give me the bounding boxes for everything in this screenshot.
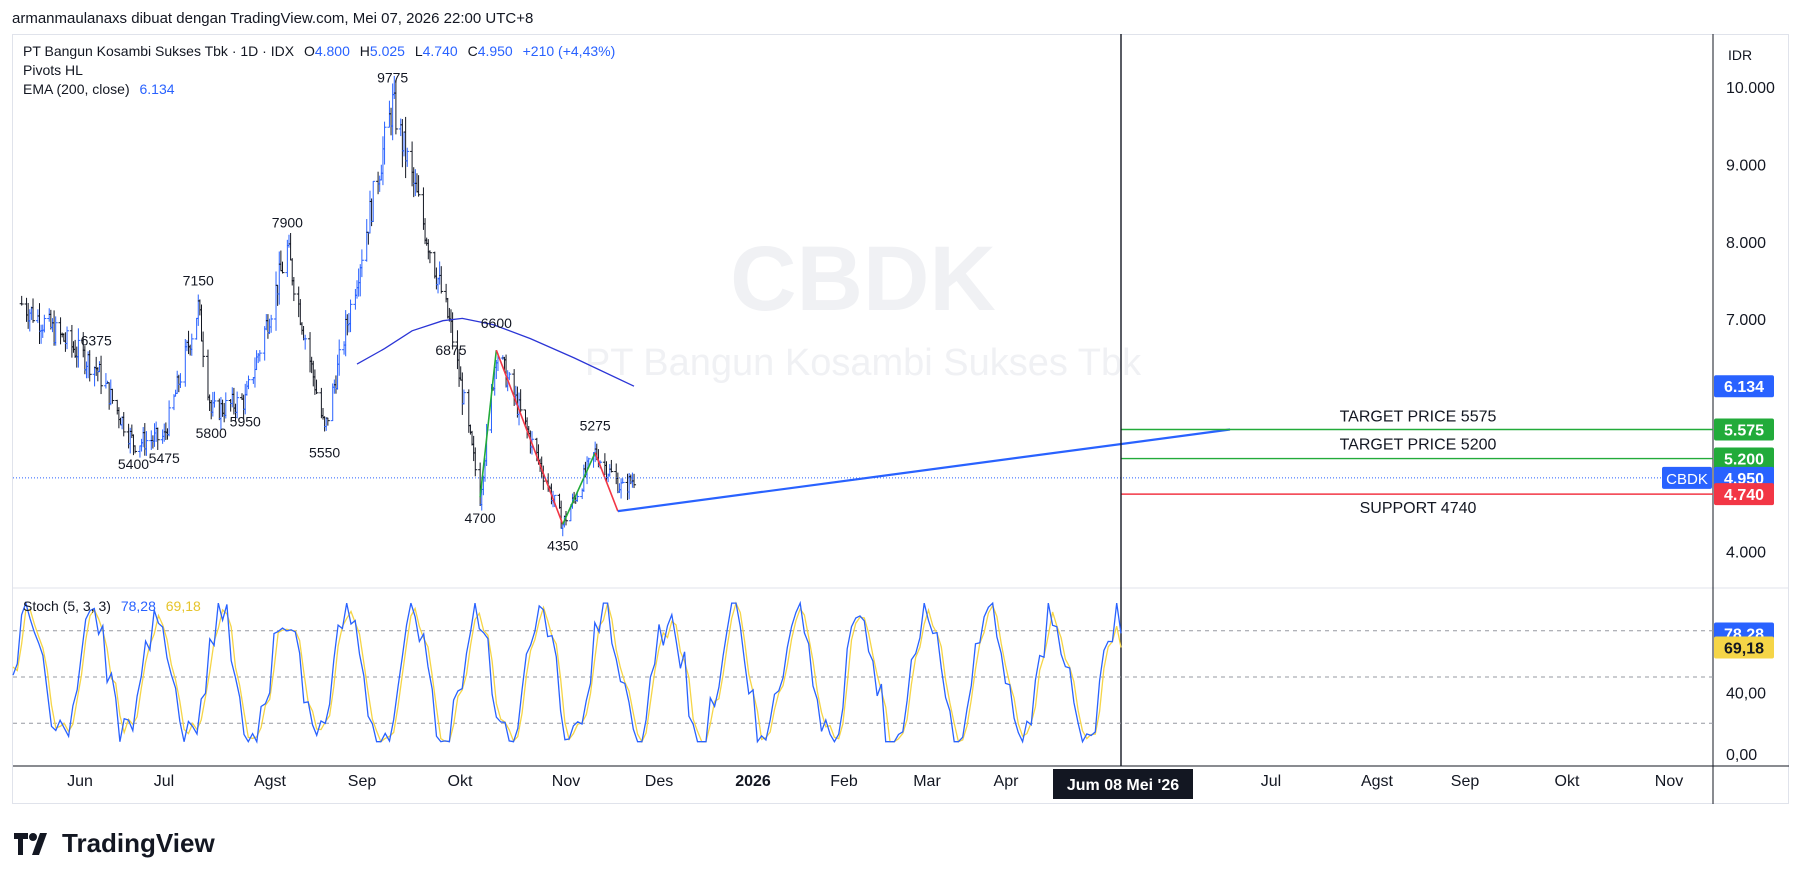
stoch-d-value: 69,18: [165, 598, 201, 614]
time-tick-label: Agst: [254, 773, 287, 790]
pivot-label: 5550: [309, 444, 340, 460]
time-tick-label: Mar: [913, 773, 941, 790]
target-5575-label: TARGET PRICE 5575: [1340, 408, 1497, 425]
ema-label: EMA (200, close): [23, 81, 130, 97]
chart-frame: [12, 34, 1789, 804]
ema-200-line: [356, 317, 635, 387]
low-label: L: [414, 43, 423, 59]
pivot-label: 4350: [547, 537, 578, 553]
change-value: +210 (+4,43%): [522, 43, 616, 59]
ticker-badge: [1662, 466, 1712, 489]
stoch-k-value: 78,28: [120, 598, 156, 614]
stoch-legend[interactable]: Stoch (5, 3, 3) 78,28 69,18: [23, 597, 201, 616]
pivot-label: 5800: [196, 425, 227, 441]
watermark-name: PT Bangun Kosambi Sukses Tbk: [585, 342, 1142, 384]
high-label: H: [359, 43, 370, 59]
stoch-d-badge-value: 69,18: [1724, 640, 1764, 657]
time-cursor-badge: [1053, 769, 1193, 799]
time-tick-label: Okt: [1555, 773, 1580, 790]
pivots-label: Pivots HL: [23, 62, 83, 78]
time-tick-label: Okt: [448, 773, 473, 790]
pivot-label: 5950: [230, 413, 261, 429]
support-4740-label: SUPPORT 4740: [1360, 500, 1477, 517]
tradingview-logo-icon: [14, 832, 54, 855]
price-tick-label: 9.000: [1726, 157, 1766, 174]
time-tick-label: Agst: [1361, 773, 1394, 790]
time-tick-label: Jul: [1261, 773, 1281, 790]
price-tick-label: 4.000: [1726, 544, 1766, 561]
pivot-label: 6375: [81, 333, 112, 349]
price-badge-value: 4.740: [1724, 487, 1764, 504]
price-badge: [1714, 447, 1774, 470]
time-tick-label: Sep: [348, 773, 377, 790]
price-tick-label: 10.000: [1726, 80, 1775, 97]
stoch-d-badge: [1714, 636, 1774, 659]
time-tick-label: Jul: [154, 773, 174, 790]
price-badge-value: 5.200: [1724, 452, 1764, 469]
price-badge: [1714, 418, 1774, 441]
pivot-label: 6875: [435, 342, 466, 358]
open-label: O: [303, 43, 315, 59]
price-badge-value: 6.134: [1724, 379, 1764, 396]
stoch-k-line: [12, 600, 1122, 744]
target-5200-label: TARGET PRICE 5200: [1340, 437, 1497, 454]
time-tick-label: Des: [645, 773, 673, 790]
pivot-label: 4700: [465, 510, 496, 526]
time-tick-label: Nov: [552, 773, 580, 790]
open-value: 4.800: [314, 43, 350, 59]
price-tick-label: 7.000: [1726, 312, 1766, 329]
tradingview-logo[interactable]: TradingView: [14, 828, 215, 859]
high-value: 5.025: [369, 43, 405, 59]
retrace-up-line: [562, 452, 596, 525]
price-badge: [1714, 483, 1774, 506]
ticker-badge-label: CBDK: [1666, 471, 1708, 488]
pivot-label: 7150: [183, 273, 214, 289]
symbol-title: PT Bangun Kosambi Sukses Tbk · 1D · IDX: [23, 43, 295, 59]
watermark-ticker: CBDK: [730, 228, 996, 330]
pivot-label: 5275: [580, 418, 611, 434]
currency-label: IDR: [1728, 47, 1752, 63]
time-tick-label: Sep: [1451, 773, 1480, 790]
chart-credit: armanmaulanaxs dibuat dengan TradingView…: [12, 10, 534, 27]
projection-trendline: [617, 428, 1231, 513]
price-badge: [1714, 375, 1774, 398]
retrace-down-line: [594, 452, 619, 512]
time-cursor-label: Jum 08 Mei '26: [1067, 777, 1179, 794]
impulse-up-line: [479, 350, 498, 498]
pivot-label: 9775: [377, 69, 408, 85]
time-tick-label: 2026: [735, 773, 771, 790]
pivot-label: 5400: [118, 456, 149, 472]
impulse-down-line: [495, 349, 564, 525]
time-tick-label: Apr: [994, 773, 1020, 790]
close-label: C: [467, 43, 478, 59]
close-value: 4.950: [477, 43, 513, 59]
price-tick-label: 8.000: [1726, 235, 1766, 252]
pivots-legend[interactable]: Pivots HL: [23, 61, 83, 80]
ema-legend[interactable]: EMA (200, close) 6.134: [23, 80, 175, 99]
ema-value: 6.134: [139, 81, 175, 97]
stoch-tick-label: 40,00: [1726, 685, 1766, 702]
low-value: 4.740: [422, 43, 458, 59]
stoch-tick-label: 0,00: [1726, 747, 1757, 764]
pivot-label: 5475: [149, 450, 180, 466]
time-tick-label: Nov: [1655, 773, 1683, 790]
symbol-legend: PT Bangun Kosambi Sukses Tbk · 1D · IDX …: [23, 42, 615, 61]
pivot-label: 6600: [481, 315, 512, 331]
price-badge-value: 5.575: [1724, 422, 1764, 439]
time-tick-label: Jun: [67, 773, 93, 790]
stoch-label: Stoch (5, 3, 3): [23, 598, 111, 614]
time-tick-label: Feb: [830, 773, 858, 790]
pivot-label: 7900: [272, 215, 303, 231]
